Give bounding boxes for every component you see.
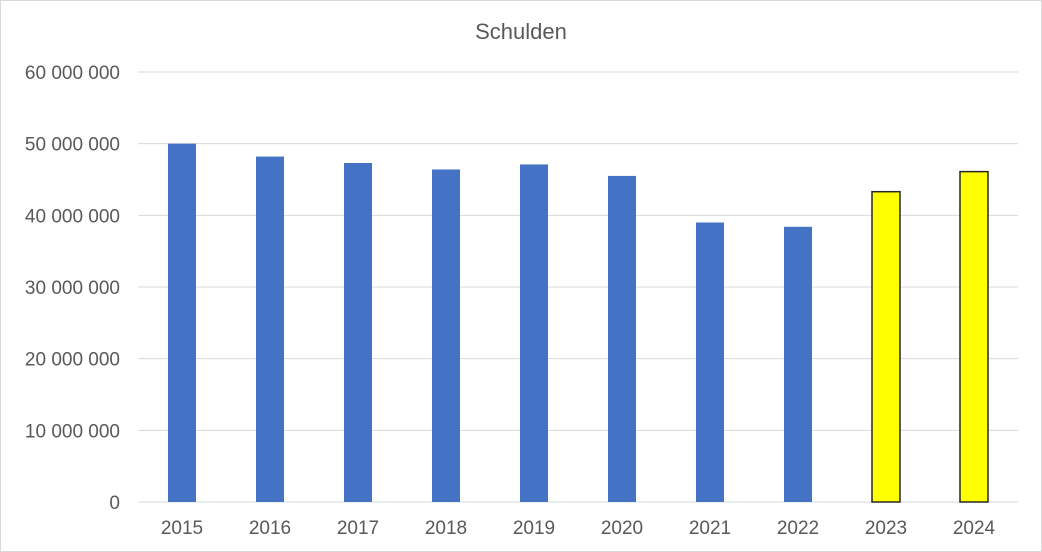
x-tick-label: 2017: [337, 518, 379, 539]
bar-2021: [696, 222, 724, 502]
y-tick-label: 0: [109, 493, 120, 514]
x-tick-label: 2020: [601, 518, 643, 539]
bar-2022: [784, 226, 812, 503]
bar-2023: [871, 190, 901, 503]
y-tick-label: 30 000 000: [25, 278, 120, 299]
x-tick-label: 2015: [161, 518, 203, 539]
bar-2017: [344, 163, 372, 502]
y-tick-label: 20 000 000: [25, 350, 120, 371]
x-tick-label: 2022: [777, 518, 819, 539]
x-tick-label: 2016: [249, 518, 291, 539]
bar-2019: [520, 164, 548, 502]
bar-2020: [608, 175, 636, 502]
bar-2016: [256, 156, 284, 503]
y-axis-tick-labels: 0 10 000 000 20 000 000 30 000 000 40 000 00…: [25, 63, 120, 514]
x-tick-label: 2018: [425, 518, 467, 539]
bar-2018: [432, 169, 460, 502]
y-tick-label: 40 000 000: [25, 206, 120, 227]
x-tick-label: 2021: [689, 518, 731, 539]
y-tick-label: 60 000 000: [25, 63, 120, 84]
x-tick-label: 2023: [865, 518, 907, 539]
y-tick-label: 10 000 000: [25, 421, 120, 442]
x-axis-tick-labels: 2015 2016 2017 2018 2019 2020 2021 2022 2023 2024: [161, 518, 996, 539]
x-tick-label: 2024: [953, 518, 996, 539]
bars: [168, 143, 989, 503]
chart-title: Schulden: [475, 19, 567, 44]
bar-2015: [168, 143, 196, 502]
bar-2024: [959, 170, 989, 503]
y-tick-label: 50 000 000: [25, 135, 120, 156]
x-tick-label: 2019: [513, 518, 555, 539]
gridlines: [138, 71, 1018, 503]
